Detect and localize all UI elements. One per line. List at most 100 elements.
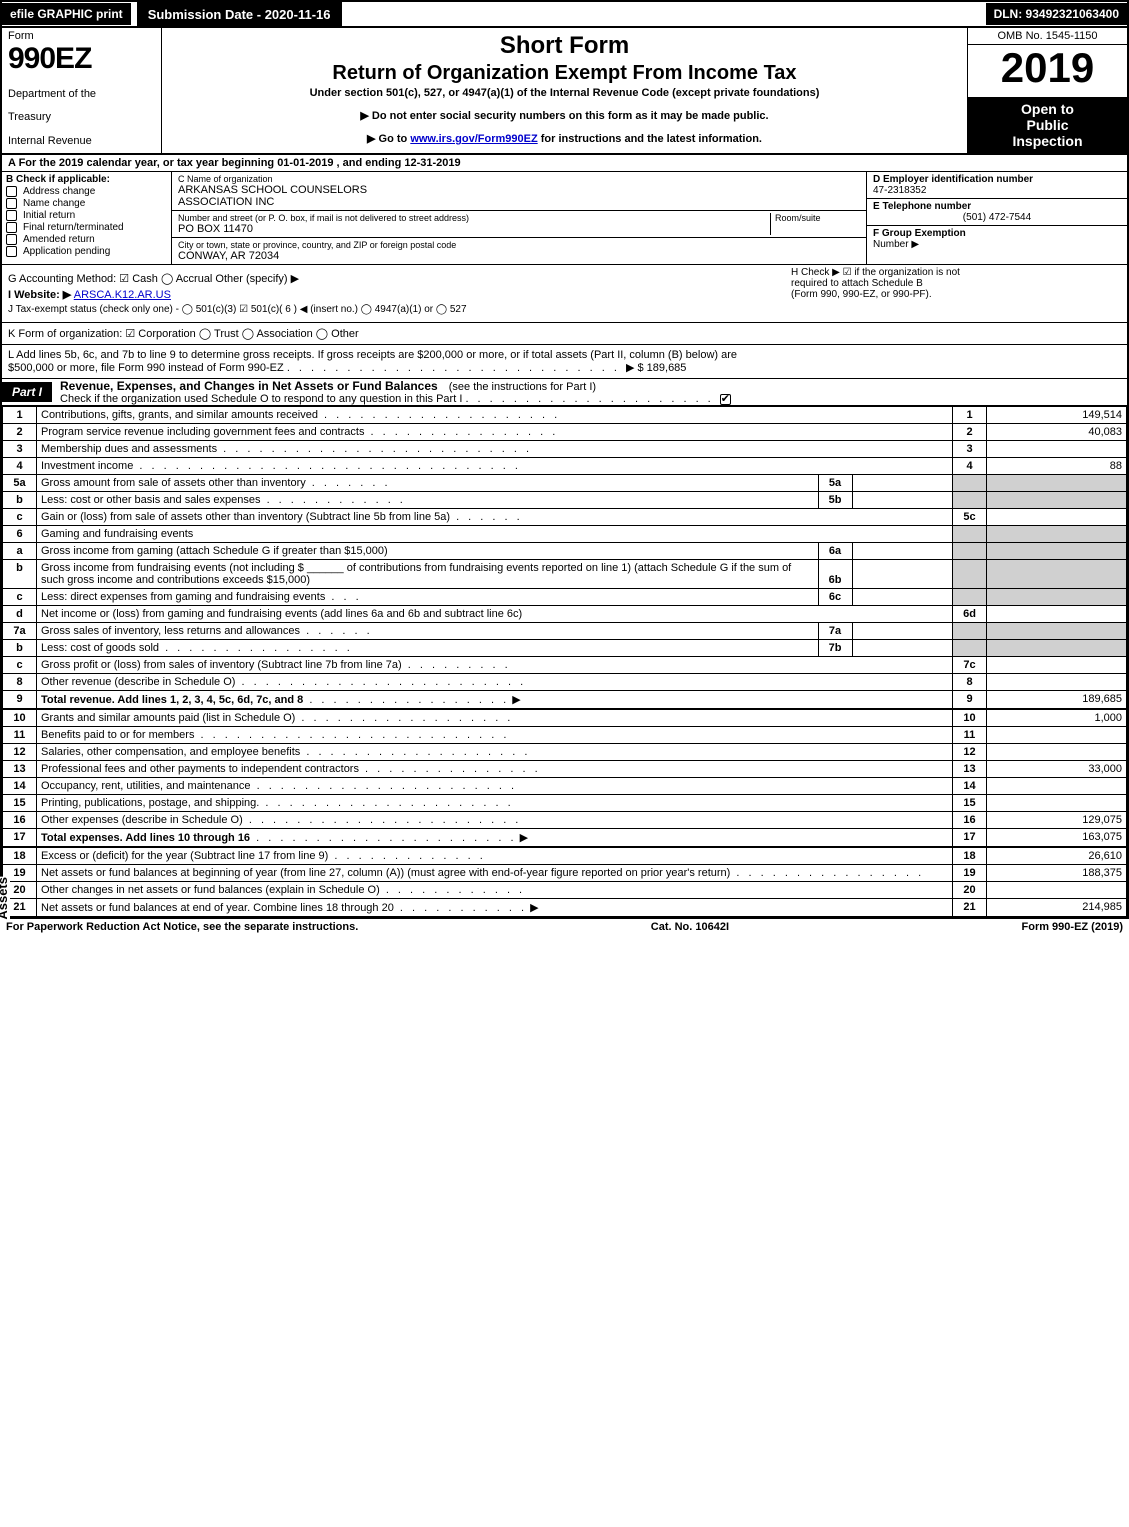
- header-right: OMB No. 1545-1150 2019 Open to Public In…: [967, 28, 1127, 153]
- table-row: 19Net assets or fund balances at beginni…: [3, 865, 1127, 882]
- dln-label: DLN: 93492321063400: [986, 3, 1127, 25]
- part-badge: Part I: [2, 382, 52, 402]
- form-header: Form 990EZ Department of the Treasury In…: [2, 28, 1127, 155]
- efile-print-label[interactable]: efile GRAPHIC print: [2, 3, 131, 25]
- table-row: bGross income from fundraising events (n…: [3, 560, 1127, 589]
- arrow-icon: ▶: [512, 694, 520, 706]
- dept-line-3: Internal Revenue: [8, 135, 155, 147]
- revenue-section: Revenue 1Contributions, gifts, grants, a…: [2, 406, 1127, 709]
- table-row: bLess: cost of goods sold . . . . . . . …: [3, 640, 1127, 657]
- page-footer: For Paperwork Reduction Act Notice, see …: [0, 919, 1129, 935]
- note-link: ▶ Go to www.irs.gov/Form990EZ for instru…: [170, 132, 959, 145]
- checkbox-icon[interactable]: [6, 246, 17, 257]
- j-tax-exempt: J Tax-exempt status (check only one) - ◯…: [8, 304, 1121, 315]
- table-row: 16Other expenses (describe in Schedule O…: [3, 812, 1127, 829]
- table-row: 17Total expenses. Add lines 10 through 1…: [3, 829, 1127, 847]
- b-header: B Check if applicable:: [6, 174, 167, 185]
- checkbox-icon[interactable]: [6, 210, 17, 221]
- part-check-line: Check if the organization used Schedule …: [52, 393, 462, 405]
- k-form-org: K Form of organization: ☑ Corporation ◯ …: [2, 323, 1127, 345]
- h-line-3: (Form 990, 990-EZ, or 990-PF).: [791, 289, 1121, 300]
- table-row: 2Program service revenue including gover…: [3, 424, 1127, 441]
- phone-value: (501) 472-7544: [873, 212, 1121, 223]
- table-row: 4Investment income . . . . . . . . . . .…: [3, 458, 1127, 475]
- b-item: Amended return: [23, 234, 95, 245]
- org-city: CONWAY, AR 72034: [178, 250, 860, 262]
- b-item: Final return/terminated: [23, 222, 124, 233]
- dept-line-1: Department of the: [8, 88, 155, 100]
- arrow-icon: ▶: [520, 832, 528, 844]
- c-name-label: C Name of organization: [178, 174, 860, 184]
- footer-left: For Paperwork Reduction Act Notice, see …: [6, 921, 358, 933]
- tax-year-big: 2019: [968, 45, 1127, 91]
- col-def: D Employer identification number 47-2318…: [867, 172, 1127, 264]
- expenses-table: 10Grants and similar amounts paid (list …: [2, 709, 1127, 847]
- table-row: 5aGross amount from sale of assets other…: [3, 475, 1127, 492]
- revenue-table: 1Contributions, gifts, grants, and simil…: [2, 406, 1127, 709]
- org-name-2: ASSOCIATION INC: [178, 196, 860, 208]
- b-item: Application pending: [23, 246, 110, 257]
- line-a-tax-year: A For the 2019 calendar year, or tax yea…: [2, 155, 1127, 172]
- table-row: dNet income or (loss) from gaming and fu…: [3, 606, 1127, 623]
- table-row: 12Salaries, other compensation, and empl…: [3, 744, 1127, 761]
- net-assets-table: 18Excess or (deficit) for the year (Subt…: [2, 847, 1127, 917]
- footer-right: Form 990-EZ (2019): [1022, 921, 1123, 933]
- net-assets-section: Net Assets 18Excess or (deficit) for the…: [2, 847, 1127, 917]
- table-row: cGross profit or (loss) from sales of in…: [3, 657, 1127, 674]
- subtitle: Under section 501(c), 527, or 4947(a)(1)…: [170, 87, 959, 99]
- l-amount: ▶ $ 189,685: [626, 362, 686, 374]
- checkbox-icon[interactable]: [6, 234, 17, 245]
- dept-line-2: Treasury: [8, 111, 155, 123]
- table-row: 21Net assets or fund balances at end of …: [3, 899, 1127, 917]
- header-center: Short Form Return of Organization Exempt…: [162, 28, 967, 153]
- table-row: 8Other revenue (describe in Schedule O) …: [3, 674, 1127, 691]
- checkbox-icon[interactable]: [6, 186, 17, 197]
- omb-number: OMB No. 1545-1150: [968, 28, 1127, 45]
- section-bcdef: B Check if applicable: Address change Na…: [2, 172, 1127, 265]
- irs-link[interactable]: www.irs.gov/Form990EZ: [410, 133, 537, 145]
- table-row: aGross income from gaming (attach Schedu…: [3, 543, 1127, 560]
- c-city-label: City or town, state or province, country…: [178, 240, 860, 250]
- org-address: PO BOX 11470: [178, 223, 770, 235]
- table-row: 14Occupancy, rent, utilities, and mainte…: [3, 778, 1127, 795]
- form-number: 990EZ: [8, 42, 155, 76]
- checkbox-icon[interactable]: [6, 222, 17, 233]
- table-row: 10Grants and similar amounts paid (list …: [3, 710, 1127, 727]
- table-row: 18Excess or (deficit) for the year (Subt…: [3, 848, 1127, 865]
- col-b: B Check if applicable: Address change Na…: [2, 172, 172, 264]
- arrow-icon: ▶: [530, 902, 538, 914]
- expenses-section: Expenses 10Grants and similar amounts pa…: [2, 709, 1127, 847]
- f-label-2: Number ▶: [873, 239, 1121, 250]
- checkbox-icon[interactable]: [720, 394, 731, 405]
- room-label: Room/suite: [775, 213, 860, 223]
- ein-value: 47-2318352: [873, 185, 1121, 196]
- table-row: 7aGross sales of inventory, less returns…: [3, 623, 1127, 640]
- l-gross-receipts: L Add lines 5b, 6c, and 7b to line 9 to …: [2, 345, 1127, 379]
- open-to-public: Open to Public Inspection: [968, 97, 1127, 153]
- b-item: Initial return: [23, 210, 75, 221]
- checkbox-icon[interactable]: [6, 198, 17, 209]
- title-short-form: Short Form: [170, 32, 959, 60]
- header-left: Form 990EZ Department of the Treasury In…: [2, 28, 162, 153]
- table-row: bLess: cost or other basis and sales exp…: [3, 492, 1127, 509]
- table-row: 20Other changes in net assets or fund ba…: [3, 882, 1127, 899]
- website-link[interactable]: ARSCA.K12.AR.US: [74, 289, 171, 301]
- table-row: 13Professional fees and other payments t…: [3, 761, 1127, 778]
- d-label: D Employer identification number: [873, 174, 1121, 185]
- footer-mid: Cat. No. 10642I: [651, 921, 729, 933]
- c-addr-label: Number and street (or P. O. box, if mail…: [178, 213, 770, 223]
- table-row: cGain or (loss) from sale of assets othe…: [3, 509, 1127, 526]
- title-return: Return of Organization Exempt From Incom…: [170, 62, 959, 85]
- h-box: H Check ▶ ☑ if the organization is not r…: [791, 267, 1121, 300]
- b-item: Address change: [23, 186, 95, 197]
- form-word: Form: [8, 30, 155, 42]
- b-item: Name change: [23, 198, 85, 209]
- table-row: 9Total revenue. Add lines 1, 2, 3, 4, 5c…: [3, 691, 1127, 709]
- top-bar: efile GRAPHIC print Submission Date - 20…: [2, 2, 1127, 28]
- netassets-side-label: Net Assets: [0, 877, 10, 920]
- h-line-2: required to attach Schedule B: [791, 278, 1121, 289]
- org-name-1: ARKANSAS SCHOOL COUNSELORS: [178, 184, 860, 196]
- part-1-header: Part I Revenue, Expenses, and Changes in…: [2, 379, 1127, 406]
- f-label: F Group Exemption: [873, 228, 1121, 239]
- col-c: C Name of organization ARKANSAS SCHOOL C…: [172, 172, 867, 264]
